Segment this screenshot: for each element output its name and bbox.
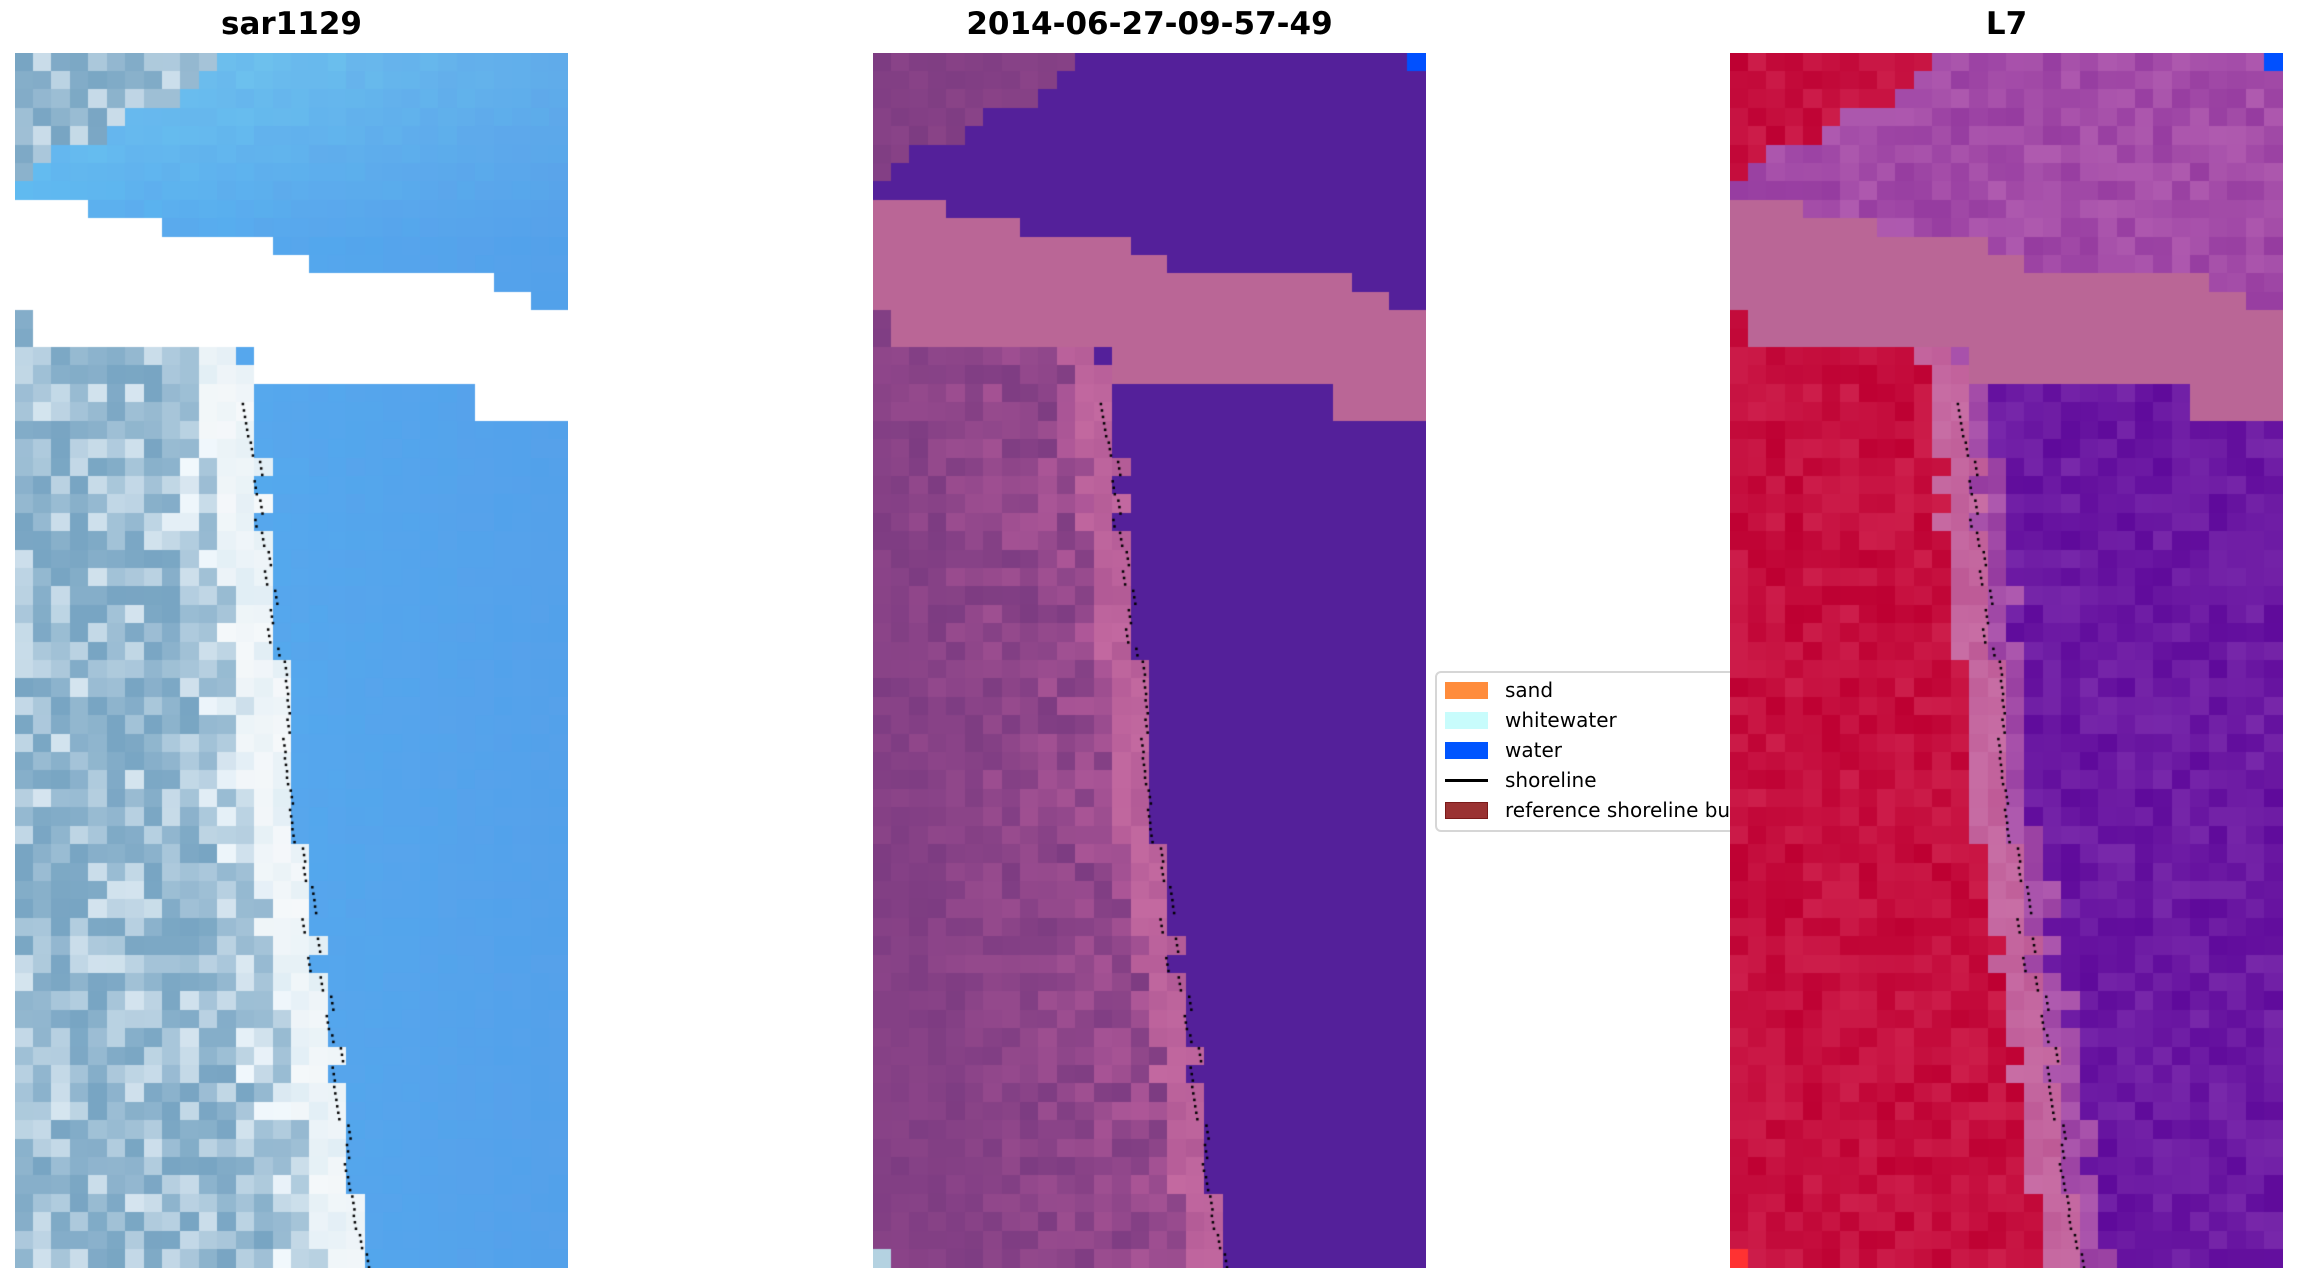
- legend: sand whitewater water shoreline referenc…: [1435, 671, 1769, 832]
- buffer-swatch-icon: [1445, 801, 1488, 819]
- rgb-image-panel: [15, 53, 568, 1268]
- mndwi-image-panel: [1730, 53, 2283, 1268]
- legend-label: reference shoreline bu: [1505, 798, 1731, 822]
- legend-item-whitewater: whitewater: [1445, 708, 1617, 732]
- water-swatch-icon: [1445, 741, 1488, 759]
- classified-image-panel: [873, 53, 1426, 1268]
- legend-item-water: water: [1445, 738, 1562, 762]
- legend-label: water: [1505, 738, 1562, 762]
- legend-item-reference-buffer: reference shoreline bu: [1445, 798, 1731, 822]
- panel-title-date: 2014-06-27-09-57-49: [966, 6, 1333, 42]
- panel-title-satellite: L7: [1985, 6, 2028, 42]
- legend-item-sand: sand: [1445, 678, 1554, 702]
- rgb-image: [15, 53, 568, 1268]
- mndwi-image: [1730, 53, 2283, 1268]
- legend-label: whitewater: [1505, 708, 1617, 732]
- legend-label: shoreline: [1505, 768, 1597, 792]
- legend-label: sand: [1505, 678, 1554, 702]
- whitewater-swatch-icon: [1445, 711, 1488, 729]
- panel-title-rgb: sar1129: [221, 6, 362, 42]
- legend-item-shoreline: shoreline: [1445, 768, 1597, 792]
- sand-swatch-icon: [1445, 681, 1488, 699]
- classified-image: [873, 53, 1426, 1268]
- shoreline-line-icon: [1445, 778, 1488, 782]
